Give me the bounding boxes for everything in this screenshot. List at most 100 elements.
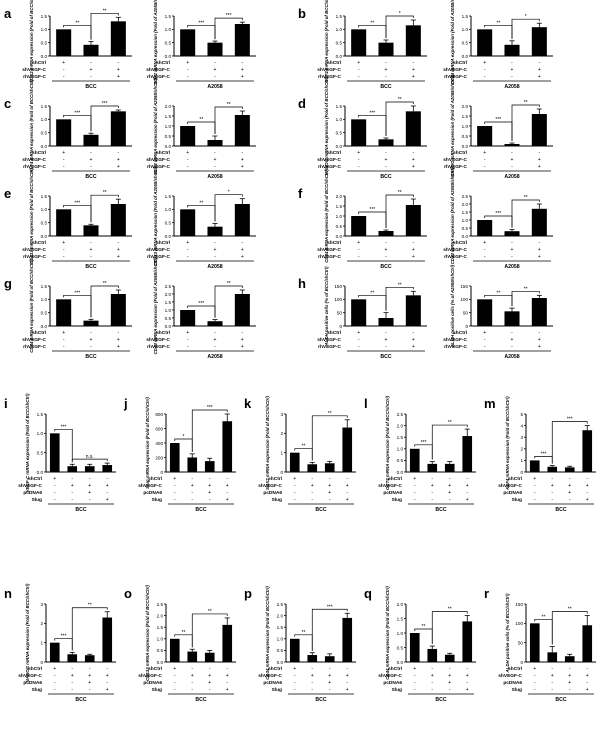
row-mark: + [241,254,244,260]
y-tick-label: 1.5 [462,14,469,19]
row-mark: + [412,254,415,260]
significance-bracket [385,101,414,136]
row-label: pcDNA6 [143,680,162,686]
bar-chart-c-bcc: 0.0 0.5 1.0 1.5 KLF4 mRNA expression (Fold o… [22,79,132,180]
row-mark: - [89,666,91,672]
group-label: A2058 [207,354,222,360]
row-mark: - [414,673,416,679]
row-label: shVEGF-C [18,673,42,679]
bar [222,421,233,472]
row-mark: - [187,74,189,80]
row-mark: - [412,60,414,66]
bar [477,126,493,146]
row-mark: - [569,497,571,503]
bar [180,126,196,146]
significance-label: *** [198,20,204,26]
row-mark: - [511,254,513,260]
row-mark: + [186,240,189,246]
row-mark: + [412,337,415,343]
bar [324,463,335,472]
row-mark: - [346,490,348,496]
row-mark: - [385,164,387,170]
row-mark: - [311,497,313,503]
significance-label: ** [370,290,374,296]
panel-letter: l [364,396,368,411]
significance-label: *** [74,110,80,116]
row-mark: - [191,497,193,503]
row-label: rhVEGF-C [444,344,467,350]
y-tick-label: 0.5 [336,130,343,135]
row-label: pcDNA6 [383,490,402,496]
row-mark: - [90,330,92,336]
group-label: BCC [85,174,96,180]
row-mark: - [511,60,513,66]
row-mark: + [208,490,211,496]
y-axis-label: KLF4 mRNA expression (Fold of A2058/shCt… [153,77,158,174]
row-mark: + [385,157,388,163]
row-mark: - [294,490,296,496]
row-mark: + [241,74,244,80]
row-mark: - [414,483,416,489]
y-tick-label: 1.5 [165,194,172,199]
row-label: shCtrl [32,60,46,66]
row-mark: - [71,666,73,672]
row-mark: + [117,67,120,73]
y-axis-label: NANOG mRNA expression (Fold of A2058/shC… [450,75,455,177]
y-axis-label: OCT4 mRNA expression (Fold of A2058/shCt… [450,0,455,85]
significance-bracket [431,611,468,645]
row-label: shCtrl [148,476,162,482]
row-mark: + [214,67,217,73]
panel-letter: m [484,396,496,411]
row-mark: + [483,240,486,246]
y-tick-label: 1.5 [462,210,469,215]
y-tick-label: 0.0 [41,324,48,329]
row-label: pcDNA6 [143,490,162,496]
significance-label: * [183,434,185,440]
bar [187,651,198,662]
bar [342,427,353,472]
y-tick-label: 0.5 [397,458,404,463]
row-mark: + [117,74,120,80]
significance-label: *** [226,13,232,19]
significance-label: * [228,190,230,196]
row-mark: - [71,497,73,503]
row-mark: - [586,490,588,496]
y-tick-label: 0.5 [37,450,44,455]
y-tick-label: 0.5 [336,40,343,45]
bar [84,655,95,662]
bar-chart-q: 0.0 0.5 1.0 1.5 2.0 CD44 mRNA expression (Fol… [378,586,476,703]
bar-chart-e-a2058: 0.0 0.5 1.0 1.5 CD133 mRNA expression (Fold … [146,166,256,270]
bar [405,111,421,146]
row-mark: + [448,483,451,489]
bar [234,24,250,56]
group-label: BCC [195,507,206,513]
row-mark: - [187,247,189,253]
row-mark: - [187,164,189,170]
y-tick-label: 1.0 [41,27,48,32]
y-tick-label: 0.0 [336,234,343,239]
y-tick-label: 2 [520,447,523,452]
y-tick-label: 0.0 [165,54,172,59]
row-mark: - [329,666,331,672]
panel-letter: k [244,396,252,411]
bar [564,467,575,472]
significance-label: ** [398,97,402,103]
y-tick-label: 1.0 [462,218,469,223]
row-mark: - [511,74,513,80]
row-mark: - [90,240,92,246]
significance-label: ** [199,200,203,206]
row-mark: - [71,476,73,482]
row-mark: - [569,666,571,672]
bar [378,318,394,326]
row-mark: - [346,476,348,482]
y-tick-label: 150 [460,284,468,289]
row-label: Slug [152,687,162,693]
significance-label: ** [496,20,500,26]
bar [180,209,196,236]
bar [169,638,180,662]
row-label: shVEGF-C [317,247,341,253]
y-axis-label: NANOG mRNA expression (Fold of BCC/shCtr… [25,583,30,682]
group-label: BCC [380,354,391,360]
row-label: shVEGF-C [22,67,46,73]
bar-chart-l: 0.0 0.5 1.0 1.5 2.0 2.5 OCT4 mRNA expression (… [378,395,476,513]
